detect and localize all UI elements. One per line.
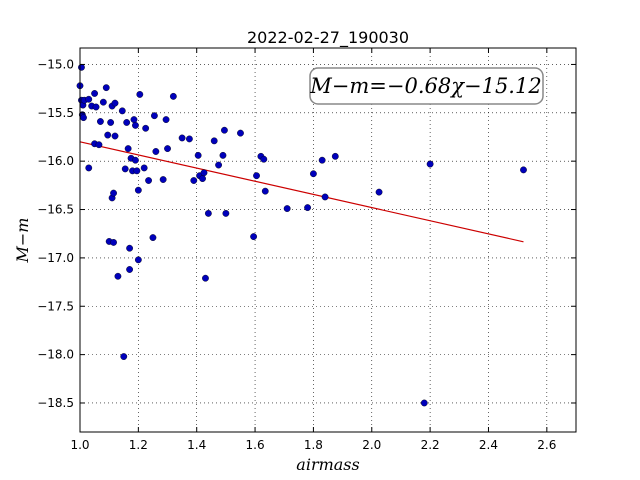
y-tick-label: −17.5 bbox=[37, 299, 74, 313]
data-point bbox=[95, 141, 103, 149]
data-point bbox=[520, 166, 527, 174]
y-tick-label: −17.0 bbox=[37, 251, 74, 265]
data-point bbox=[140, 164, 148, 172]
data-point bbox=[134, 256, 142, 264]
data-point bbox=[133, 167, 141, 175]
data-point bbox=[102, 84, 110, 92]
data-point bbox=[124, 145, 132, 152]
plot-background bbox=[80, 48, 576, 432]
data-point bbox=[304, 204, 311, 211]
x-tick-label: 2.2 bbox=[421, 438, 440, 452]
y-tick-label: −16.0 bbox=[37, 154, 74, 168]
x-tick-label: 1.6 bbox=[246, 438, 265, 452]
annotation-text: M−m=−0.68χ−15.12 bbox=[309, 74, 541, 98]
data-point bbox=[85, 164, 93, 172]
y-tick-label: −18.5 bbox=[37, 396, 74, 410]
data-point bbox=[318, 156, 326, 164]
data-point bbox=[110, 189, 117, 197]
data-point bbox=[253, 172, 260, 180]
data-point bbox=[200, 169, 208, 177]
fit-line bbox=[79, 141, 524, 243]
data-point bbox=[130, 116, 138, 123]
data-point bbox=[126, 244, 134, 252]
data-point bbox=[132, 156, 139, 164]
data-point bbox=[150, 112, 158, 120]
data-point bbox=[104, 131, 112, 139]
data-point bbox=[142, 124, 150, 132]
data-point bbox=[159, 176, 167, 183]
x-tick-label: 2.4 bbox=[479, 438, 498, 452]
data-point bbox=[136, 91, 144, 98]
data-point bbox=[202, 274, 209, 282]
data-point bbox=[194, 151, 202, 159]
data-point bbox=[126, 266, 134, 273]
data-point bbox=[310, 170, 317, 178]
y-tick-label: −16.5 bbox=[37, 203, 74, 217]
data-point bbox=[186, 135, 193, 143]
data-point bbox=[164, 145, 171, 152]
data-point bbox=[261, 187, 269, 195]
x-tick-label: 2.0 bbox=[362, 438, 381, 452]
equation-annotation: M−m=−0.68χ−15.12 bbox=[309, 67, 544, 105]
data-point bbox=[215, 161, 222, 169]
chart-title: 2022-02-27_190030 bbox=[247, 28, 409, 48]
data-point bbox=[210, 137, 218, 145]
data-point bbox=[121, 165, 129, 173]
data-point bbox=[260, 155, 268, 163]
x-tick-label: 1.4 bbox=[187, 438, 206, 452]
data-point bbox=[99, 98, 107, 106]
x-axis-label: airmass bbox=[296, 455, 359, 474]
data-point bbox=[222, 210, 230, 217]
data-point bbox=[375, 188, 383, 196]
data-point bbox=[145, 177, 152, 184]
fit-line-layer bbox=[79, 141, 524, 243]
data-point bbox=[420, 399, 428, 407]
grid-lines bbox=[79, 48, 576, 432]
data-point bbox=[152, 148, 160, 155]
annotation-box bbox=[309, 67, 544, 105]
x-tick-label: 2.6 bbox=[537, 438, 556, 452]
axis-ticks: 1.0 1.2 1.4 1.6 1.8 2.0 2.2 2.4 2.6 −15.0 −15.5 −16… bbox=[37, 48, 576, 452]
data-point bbox=[219, 151, 227, 159]
data-point bbox=[111, 132, 119, 140]
data-point bbox=[97, 118, 104, 125]
data-point bbox=[237, 129, 244, 137]
y-tick-label: −15.0 bbox=[37, 57, 74, 71]
data-point bbox=[149, 234, 157, 241]
data-point bbox=[283, 205, 291, 212]
data-point bbox=[91, 90, 98, 97]
data-point bbox=[114, 272, 122, 280]
plot-frame bbox=[79, 47, 577, 433]
data-point bbox=[190, 177, 198, 184]
y-axis-label: M−m bbox=[13, 218, 32, 264]
data-point bbox=[107, 119, 115, 126]
data-point bbox=[118, 107, 126, 115]
x-tick-label: 1.8 bbox=[304, 438, 323, 452]
data-point bbox=[250, 233, 258, 241]
data-point bbox=[123, 119, 131, 126]
data-point bbox=[110, 239, 117, 246]
data-point bbox=[199, 175, 206, 182]
data-point bbox=[78, 63, 85, 71]
data-point bbox=[111, 99, 119, 107]
x-tick-label: 1.0 bbox=[70, 438, 89, 452]
data-point bbox=[120, 353, 128, 360]
data-point bbox=[92, 103, 100, 111]
data-point bbox=[178, 134, 186, 142]
data-point bbox=[85, 95, 93, 103]
data-point bbox=[331, 152, 339, 160]
y-tick-label: −15.5 bbox=[37, 106, 74, 120]
data-point bbox=[134, 186, 142, 194]
data-point bbox=[221, 126, 228, 134]
data-point bbox=[321, 193, 329, 201]
data-point bbox=[132, 121, 139, 129]
data-point bbox=[204, 210, 212, 217]
data-point bbox=[80, 114, 87, 122]
x-tick-label: 1.2 bbox=[129, 438, 148, 452]
y-tick-label: −18.0 bbox=[37, 348, 74, 362]
data-point bbox=[162, 116, 170, 123]
data-point bbox=[426, 160, 434, 168]
data-point bbox=[169, 92, 177, 100]
